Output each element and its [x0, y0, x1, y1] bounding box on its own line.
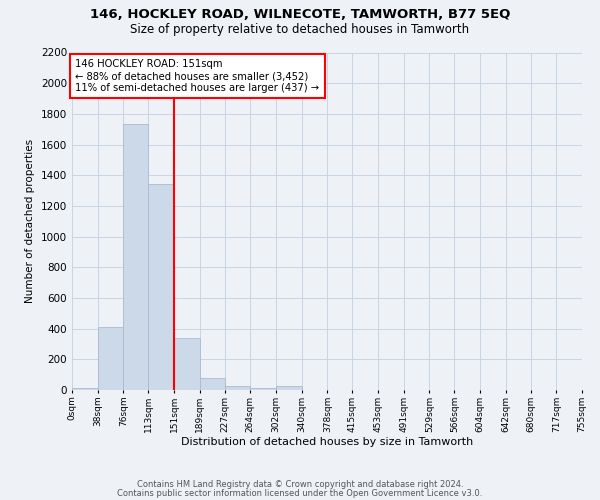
Bar: [124, 124, 148, 390]
Bar: [200, 378, 226, 390]
Bar: [174, 338, 200, 390]
Bar: [72, 388, 98, 390]
Bar: [98, 327, 124, 390]
Y-axis label: Number of detached properties: Number of detached properties: [25, 139, 35, 304]
X-axis label: Distribution of detached houses by size in Tamworth: Distribution of detached houses by size …: [181, 438, 473, 448]
Text: Size of property relative to detached houses in Tamworth: Size of property relative to detached ho…: [130, 22, 470, 36]
Bar: [250, 388, 276, 390]
Text: Contains public sector information licensed under the Open Government Licence v3: Contains public sector information licen…: [118, 488, 482, 498]
Text: 146 HOCKLEY ROAD: 151sqm
← 88% of detached houses are smaller (3,452)
11% of sem: 146 HOCKLEY ROAD: 151sqm ← 88% of detach…: [76, 60, 320, 92]
Bar: [226, 386, 250, 390]
Bar: [148, 184, 174, 390]
Bar: [276, 386, 302, 390]
Text: 146, HOCKLEY ROAD, WILNECOTE, TAMWORTH, B77 5EQ: 146, HOCKLEY ROAD, WILNECOTE, TAMWORTH, …: [90, 8, 510, 20]
Text: Contains HM Land Registry data © Crown copyright and database right 2024.: Contains HM Land Registry data © Crown c…: [137, 480, 463, 489]
